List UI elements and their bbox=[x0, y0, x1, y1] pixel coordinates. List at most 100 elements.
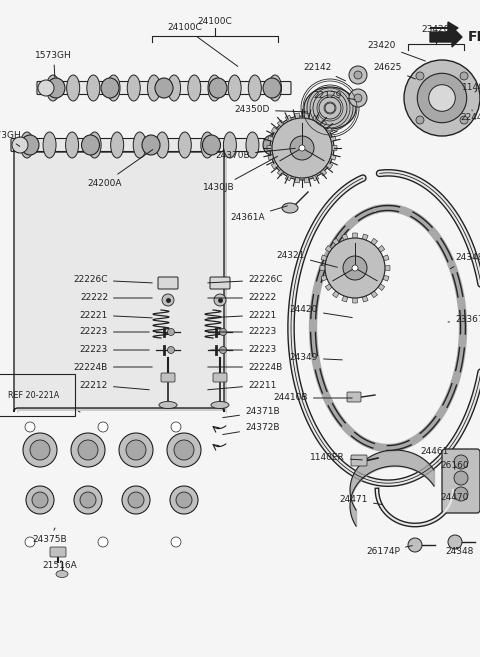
Text: 24348: 24348 bbox=[445, 547, 473, 556]
Ellipse shape bbox=[67, 75, 80, 101]
Text: 26160: 26160 bbox=[440, 461, 468, 470]
Wedge shape bbox=[377, 283, 384, 290]
Ellipse shape bbox=[282, 203, 298, 213]
Ellipse shape bbox=[88, 132, 101, 158]
Wedge shape bbox=[362, 234, 368, 241]
Wedge shape bbox=[371, 238, 377, 246]
Circle shape bbox=[74, 486, 102, 514]
Circle shape bbox=[416, 72, 424, 80]
Wedge shape bbox=[319, 120, 327, 127]
Text: 24321: 24321 bbox=[276, 250, 337, 267]
Ellipse shape bbox=[142, 135, 160, 155]
Ellipse shape bbox=[111, 132, 124, 158]
Ellipse shape bbox=[87, 75, 100, 101]
Circle shape bbox=[98, 537, 108, 547]
Text: 22212: 22212 bbox=[80, 380, 149, 390]
Circle shape bbox=[168, 346, 175, 353]
Ellipse shape bbox=[47, 75, 60, 101]
Circle shape bbox=[26, 486, 54, 514]
Wedge shape bbox=[277, 169, 285, 176]
Circle shape bbox=[78, 440, 98, 460]
Ellipse shape bbox=[304, 87, 356, 129]
Text: 22223: 22223 bbox=[80, 327, 149, 336]
Ellipse shape bbox=[159, 401, 177, 409]
Text: 24349: 24349 bbox=[289, 353, 342, 363]
Ellipse shape bbox=[47, 78, 65, 98]
Text: 22226C: 22226C bbox=[208, 275, 283, 284]
Ellipse shape bbox=[201, 132, 214, 158]
Circle shape bbox=[168, 328, 175, 336]
FancyBboxPatch shape bbox=[351, 455, 367, 466]
Ellipse shape bbox=[155, 78, 173, 98]
Text: FR.: FR. bbox=[468, 30, 480, 44]
Wedge shape bbox=[268, 154, 275, 160]
Text: 22226C: 22226C bbox=[73, 275, 152, 284]
Ellipse shape bbox=[268, 132, 281, 158]
Circle shape bbox=[171, 422, 181, 432]
Ellipse shape bbox=[208, 75, 221, 101]
Circle shape bbox=[162, 294, 174, 306]
Wedge shape bbox=[304, 113, 310, 120]
Text: 24370B: 24370B bbox=[216, 148, 295, 160]
FancyBboxPatch shape bbox=[161, 373, 175, 382]
Text: 22129: 22129 bbox=[313, 91, 355, 100]
Circle shape bbox=[126, 440, 146, 460]
FancyBboxPatch shape bbox=[158, 277, 178, 289]
Text: 1140ER: 1140ER bbox=[310, 453, 362, 463]
FancyBboxPatch shape bbox=[37, 81, 291, 95]
FancyBboxPatch shape bbox=[210, 277, 230, 289]
Text: 22211: 22211 bbox=[208, 380, 276, 390]
Wedge shape bbox=[267, 146, 273, 150]
Wedge shape bbox=[333, 238, 340, 246]
FancyBboxPatch shape bbox=[442, 449, 480, 513]
Wedge shape bbox=[333, 290, 340, 298]
Text: 26174P: 26174P bbox=[366, 545, 412, 556]
Circle shape bbox=[30, 440, 50, 460]
Ellipse shape bbox=[168, 75, 180, 101]
Wedge shape bbox=[342, 234, 348, 241]
Circle shape bbox=[38, 80, 54, 96]
Text: 1573GH: 1573GH bbox=[35, 51, 72, 78]
Polygon shape bbox=[430, 27, 462, 47]
Text: 24375B: 24375B bbox=[32, 528, 67, 545]
Circle shape bbox=[404, 60, 480, 136]
Ellipse shape bbox=[211, 401, 229, 409]
Wedge shape bbox=[277, 120, 285, 127]
Wedge shape bbox=[352, 297, 358, 303]
Text: 22222: 22222 bbox=[208, 294, 276, 302]
Text: 1140FY: 1140FY bbox=[462, 83, 480, 93]
Circle shape bbox=[460, 116, 468, 124]
Circle shape bbox=[174, 440, 194, 460]
Text: 24461: 24461 bbox=[420, 447, 448, 462]
Text: 24470: 24470 bbox=[440, 490, 468, 503]
Ellipse shape bbox=[248, 75, 261, 101]
Text: REF 20-221A: REF 20-221A bbox=[8, 390, 80, 412]
Text: 24200A: 24200A bbox=[88, 150, 153, 187]
Circle shape bbox=[408, 538, 422, 552]
Ellipse shape bbox=[268, 75, 281, 101]
Circle shape bbox=[98, 422, 108, 432]
Wedge shape bbox=[312, 115, 319, 122]
Circle shape bbox=[214, 294, 226, 306]
Circle shape bbox=[354, 94, 362, 102]
Circle shape bbox=[417, 74, 467, 123]
Circle shape bbox=[349, 66, 367, 84]
Text: 24471: 24471 bbox=[340, 495, 382, 505]
Circle shape bbox=[12, 137, 28, 153]
Ellipse shape bbox=[156, 132, 169, 158]
Text: 24420: 24420 bbox=[290, 306, 352, 317]
Wedge shape bbox=[285, 173, 292, 181]
Circle shape bbox=[325, 238, 385, 298]
Wedge shape bbox=[321, 275, 328, 281]
Wedge shape bbox=[362, 295, 368, 302]
FancyBboxPatch shape bbox=[14, 148, 224, 412]
Text: 1573GH: 1573GH bbox=[0, 131, 22, 147]
Wedge shape bbox=[384, 265, 390, 271]
Text: 21516A: 21516A bbox=[42, 560, 77, 570]
Text: 1430JB: 1430JB bbox=[204, 156, 277, 193]
Circle shape bbox=[349, 89, 367, 107]
Wedge shape bbox=[312, 173, 319, 181]
Ellipse shape bbox=[178, 132, 192, 158]
Wedge shape bbox=[268, 136, 275, 142]
Wedge shape bbox=[352, 233, 358, 239]
